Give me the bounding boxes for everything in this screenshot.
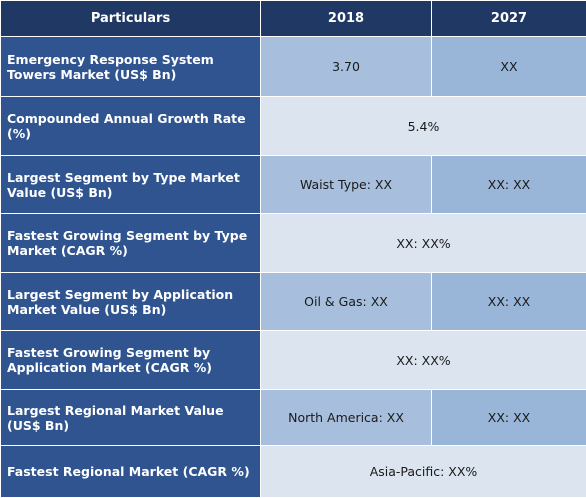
- row-label: Largest Regional Market Value (US$ Bn): [1, 390, 261, 446]
- value-merged: XX: XX%: [261, 331, 586, 390]
- row-label: Emergency Response System Towers Market …: [1, 37, 261, 97]
- row-label: Largest Segment by Type Market Value (US…: [1, 156, 261, 214]
- value-2027: XX: XX: [432, 273, 586, 331]
- table-row: Fastest Growing Segment by Application M…: [1, 331, 586, 390]
- value-2027: XX: [432, 37, 586, 97]
- table-row: Emergency Response System Towers Market …: [1, 37, 586, 97]
- table-row: Largest Regional Market Value (US$ Bn) N…: [1, 390, 586, 446]
- value-2018: 3.70: [261, 37, 432, 97]
- table-row: Fastest Growing Segment by Type Market (…: [1, 214, 586, 273]
- value-2027: XX: XX: [432, 156, 586, 214]
- value-2018: North America: XX: [261, 390, 432, 446]
- table-row: Largest Segment by Type Market Value (US…: [1, 156, 586, 214]
- row-label: Largest Segment by Application Market Va…: [1, 273, 261, 331]
- value-merged: XX: XX%: [261, 214, 586, 273]
- row-label: Compounded Annual Growth Rate (%): [1, 97, 261, 156]
- header-2027: 2027: [432, 1, 586, 37]
- value-2027: XX: XX: [432, 390, 586, 446]
- table-row: Fastest Regional Market (CAGR %) Asia-Pa…: [1, 446, 586, 498]
- row-label: Fastest Growing Segment by Type Market (…: [1, 214, 261, 273]
- value-merged: Asia-Pacific: XX%: [261, 446, 586, 498]
- header-row: Particulars 2018 2027: [1, 1, 586, 37]
- row-label: Fastest Growing Segment by Application M…: [1, 331, 261, 390]
- row-label: Fastest Regional Market (CAGR %): [1, 446, 261, 498]
- value-merged: 5.4%: [261, 97, 586, 156]
- value-2018: Waist Type: XX: [261, 156, 432, 214]
- table-row: Largest Segment by Application Market Va…: [1, 273, 586, 331]
- header-2018: 2018: [261, 1, 432, 37]
- value-2018: Oil & Gas: XX: [261, 273, 432, 331]
- header-particulars: Particulars: [1, 1, 261, 37]
- table-row: Compounded Annual Growth Rate (%) 5.4%: [1, 97, 586, 156]
